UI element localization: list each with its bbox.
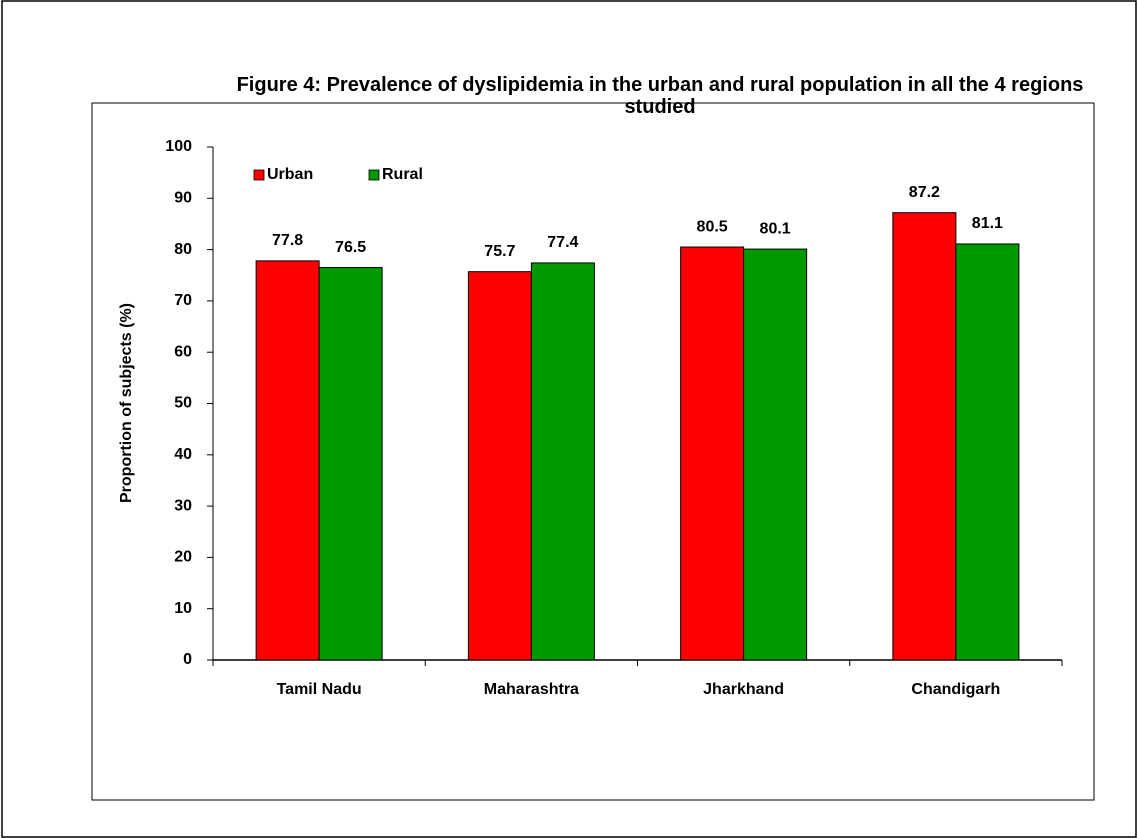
y-tick-label: 50 [174, 395, 192, 412]
bar [680, 246, 745, 661]
legend-swatch [253, 169, 265, 181]
value-label: 80.5 [697, 218, 728, 235]
legend-label: Rural [382, 166, 423, 183]
value-label: 76.5 [335, 239, 366, 256]
legend-label: Urban [267, 166, 313, 183]
y-tick-label: 40 [174, 446, 192, 463]
value-label: 75.7 [484, 243, 515, 260]
value-label: 87.2 [909, 184, 940, 201]
chart-title: Figure 4: Prevalence of dyslipidemia in … [236, 74, 1084, 118]
y-tick-label: 90 [174, 190, 192, 207]
y-tick-label: 10 [174, 600, 192, 617]
y-tick-label: 60 [174, 343, 192, 360]
legend-swatch [368, 169, 380, 181]
y-tick-label: 100 [165, 138, 192, 155]
y-axis-label: Proportion of subjects (%) [118, 303, 135, 503]
bar [318, 267, 383, 661]
y-tick-label: 70 [174, 292, 192, 309]
x-tick-label: Jharkhand [703, 681, 784, 698]
bar [530, 262, 595, 661]
y-tick-label: 30 [174, 497, 192, 514]
bar [743, 248, 808, 661]
bar [955, 243, 1020, 661]
x-tick-label: Tamil Nadu [277, 681, 362, 698]
x-tick-label: Chandigarh [911, 681, 1000, 698]
bar [467, 271, 532, 661]
y-tick-label: 20 [174, 549, 192, 566]
value-label: 80.1 [760, 220, 791, 237]
y-tick-label: 0 [183, 651, 192, 668]
bar [255, 260, 320, 661]
x-tick-label: Maharashtra [484, 681, 579, 698]
value-label: 77.8 [272, 232, 303, 249]
value-label: 81.1 [972, 215, 1003, 232]
y-tick-label: 80 [174, 241, 192, 258]
value-label: 77.4 [547, 234, 578, 251]
bar [892, 212, 957, 661]
